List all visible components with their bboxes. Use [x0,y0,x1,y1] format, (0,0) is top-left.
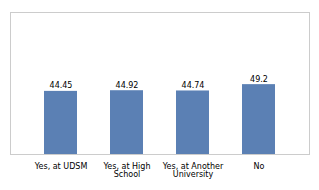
svg-text:Yes, at HighSchool: Yes, at HighSchool [103,162,151,179]
svg-text:Yes, at UDSM: Yes, at UDSM [34,162,88,171]
svg-text:44.45: 44.45 [50,81,73,90]
svg-text:44.74: 44.74 [182,81,205,90]
svg-text:49.2: 49.2 [250,75,268,84]
svg-text:44.92: 44.92 [116,81,139,90]
svg-text:Yes, at AnotherUniversity: Yes, at AnotherUniversity [162,162,224,179]
svg-text:No: No [254,162,265,171]
